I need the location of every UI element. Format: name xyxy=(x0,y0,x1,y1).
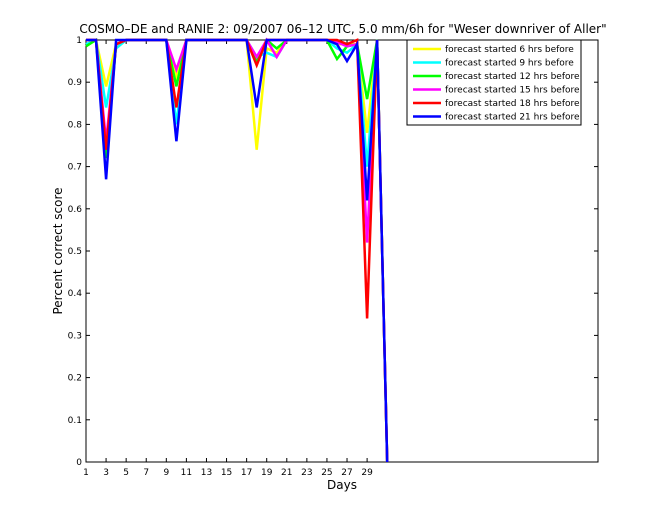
legend-entry: forecast started 12 hrs before xyxy=(445,72,580,82)
y-tick-label: 0.6 xyxy=(68,205,83,215)
x-tick-label: 19 xyxy=(261,468,273,478)
x-tick-label: 15 xyxy=(221,468,232,478)
x-tick-label: 29 xyxy=(361,468,373,478)
y-tick-label: 0.1 xyxy=(68,416,82,426)
y-tick-label: 0.3 xyxy=(68,331,82,341)
y-tick-label: 0 xyxy=(76,458,82,468)
x-tick-label: 23 xyxy=(301,468,312,478)
x-tick-label: 13 xyxy=(201,468,212,478)
x-tick-label: 7 xyxy=(143,468,149,478)
legend-entry: forecast started 15 hrs before xyxy=(445,86,580,96)
x-tick-label: 5 xyxy=(123,468,129,478)
x-tick-label: 27 xyxy=(341,468,352,478)
x-tick-label: 17 xyxy=(241,468,252,478)
x-tick-label: 9 xyxy=(163,468,169,478)
legend-entry: forecast started 9 hrs before xyxy=(445,59,574,69)
x-tick-label: 21 xyxy=(281,468,292,478)
legend-entry: forecast started 18 hrs before xyxy=(445,99,580,109)
y-axis-label: Percent correct score xyxy=(51,187,65,314)
legend-entry: forecast started 21 hrs before xyxy=(445,113,580,123)
x-tick-label: 25 xyxy=(321,468,332,478)
y-tick-label: 0.9 xyxy=(68,78,83,88)
y-tick-label: 0.5 xyxy=(68,247,82,257)
x-tick-label: 1 xyxy=(83,468,89,478)
x-axis-label: Days xyxy=(327,478,357,492)
y-tick-label: 1 xyxy=(76,36,82,46)
legend: forecast started 6 hrs before forecast st… xyxy=(407,40,581,125)
y-tick-label: 0.7 xyxy=(68,163,82,173)
chart-title: COSMO–DE and RANIE 2: 09/2007 06–12 UTC,… xyxy=(79,22,606,36)
x-tick-label: 3 xyxy=(103,468,109,478)
y-tick-label: 0.4 xyxy=(68,289,83,299)
legend-entry: forecast started 6 hrs before xyxy=(445,45,574,55)
y-tick-label: 0.2 xyxy=(68,374,82,384)
y-tick-label: 0.8 xyxy=(68,120,83,130)
x-tick-label: 11 xyxy=(181,468,192,478)
